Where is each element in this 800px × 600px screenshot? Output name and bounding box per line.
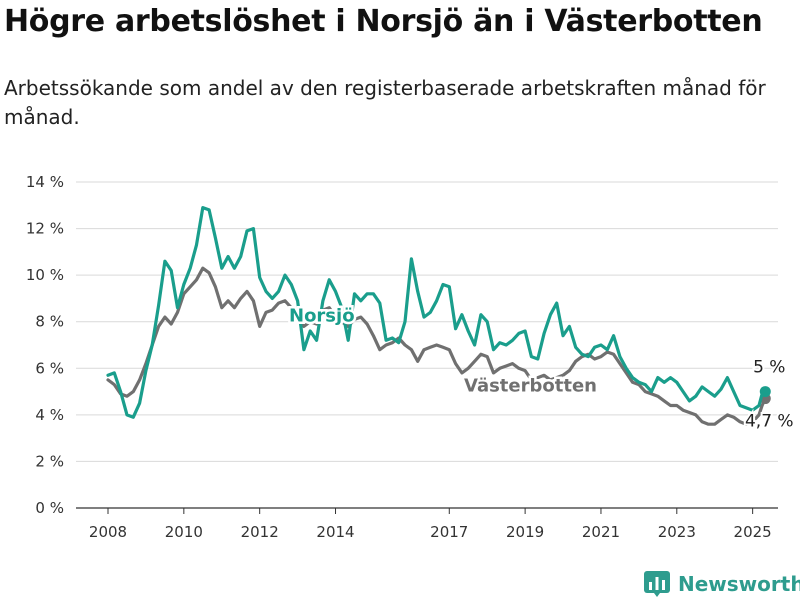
end-label-vasterbotten: 4,7 % [745, 412, 794, 432]
series-label-norsjo: Norsjö [289, 306, 355, 327]
y-tick-label: 2 % [35, 452, 64, 470]
series-line-norsjö [106, 206, 767, 419]
bar-chart-logo-icon [644, 571, 670, 597]
x-axis-ticks: 2008 2010 2012 2014 2017 2019 2021 2023 2025 [89, 508, 772, 541]
brand-logo: Newsworthy [644, 568, 800, 600]
y-tick-label: 8 % [35, 313, 64, 331]
x-tick-label: 2010 [165, 523, 203, 541]
y-tick-label: 4 % [35, 406, 64, 424]
chart-title: Högre arbetslöshet i Norsjö än i Västerb… [4, 4, 763, 39]
series-label-vasterbotten: Västerbotten [464, 376, 597, 397]
x-tick-label: 2014 [316, 523, 354, 541]
y-tick-label: 10 % [26, 266, 64, 284]
end-point [759, 386, 771, 398]
end-label-norsjo: 5 % [753, 358, 785, 378]
line-chart: 0 % 2 % 4 % 6 % 8 % 10 % 12 % 14 % 2008 2010 2012… [26, 173, 796, 541]
grid-lines [76, 181, 778, 509]
brand-name: Newsworthy [678, 572, 800, 596]
chart-subtitle: Arbetssökande som andel av den registerb… [4, 76, 766, 129]
series-labels: Norsjö Västerbotten 5 % 4,7 % [287, 303, 796, 433]
x-tick-label: 2021 [582, 523, 620, 541]
x-tick-label: 2008 [89, 523, 127, 541]
y-tick-label: 14 % [26, 173, 64, 191]
series-lines [106, 206, 771, 426]
x-tick-label: 2025 [734, 523, 772, 541]
y-tick-label: 0 % [35, 499, 64, 517]
x-tick-label: 2019 [506, 523, 544, 541]
y-axis-ticks: 0 % 2 % 4 % 6 % 8 % 10 % 12 % 14 % [26, 173, 64, 517]
series-line-västerbotten [106, 266, 767, 426]
x-tick-label: 2023 [658, 523, 696, 541]
x-tick-label: 2017 [430, 523, 468, 541]
y-tick-label: 12 % [26, 220, 64, 238]
y-tick-label: 6 % [35, 359, 64, 377]
x-tick-label: 2012 [241, 523, 279, 541]
